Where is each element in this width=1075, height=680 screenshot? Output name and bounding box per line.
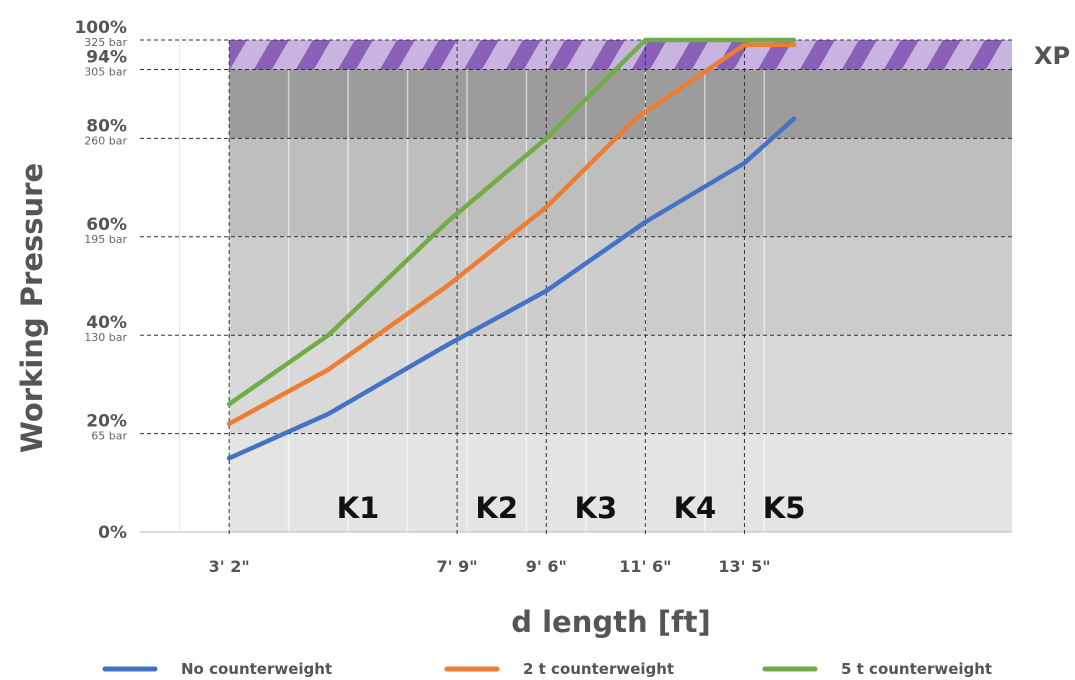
pressure-band bbox=[229, 433, 1012, 532]
legend-label-1: 2 t counterweight bbox=[523, 660, 674, 678]
x-tick-label: 7' 9" bbox=[437, 557, 478, 576]
y-tick-label: 0% bbox=[98, 523, 127, 543]
series-point bbox=[326, 333, 331, 338]
zone-label-k2: K2 bbox=[475, 491, 518, 525]
y-tick-label: 80% bbox=[86, 116, 127, 136]
legend-label-2: 5 t counterweight bbox=[841, 660, 992, 678]
series-point bbox=[742, 42, 747, 48]
series-point bbox=[444, 283, 450, 289]
x-tick-label: 13' 5" bbox=[718, 557, 770, 576]
y-tick-label: 94% bbox=[86, 48, 127, 68]
zone-label-k5: K5 bbox=[763, 491, 806, 525]
y-tick-bar-label: 325 bar bbox=[84, 36, 127, 49]
x-axis-title: d length [ft] bbox=[511, 605, 710, 639]
y-tick-label: 100% bbox=[74, 18, 127, 38]
y-tick-label: 60% bbox=[86, 215, 127, 235]
zone-label-k4: K4 bbox=[674, 491, 717, 525]
series-point bbox=[226, 421, 232, 426]
y-tick-bar-label: 195 bar bbox=[84, 233, 127, 246]
series-point bbox=[791, 42, 797, 48]
pressure-band bbox=[229, 69, 1012, 139]
series-point bbox=[643, 219, 648, 225]
xp-label: XP bbox=[1034, 42, 1070, 70]
series-point bbox=[444, 219, 450, 225]
series-point bbox=[643, 37, 648, 43]
series-point bbox=[326, 367, 331, 372]
series-point bbox=[742, 37, 747, 43]
x-tick-label: 3' 2" bbox=[209, 557, 250, 576]
x-tick-label: 9' 6" bbox=[526, 557, 567, 576]
y-tick-label: 40% bbox=[86, 313, 127, 333]
x-tick-label: 11' 6" bbox=[619, 557, 671, 576]
y-tick-bar-label: 130 bar bbox=[84, 331, 127, 344]
zone-label-k3: K3 bbox=[574, 491, 617, 525]
series-point bbox=[633, 116, 638, 121]
series-point bbox=[444, 342, 450, 348]
zone-label-k1: K1 bbox=[337, 491, 380, 525]
y-tick-bar-label: 305 bar bbox=[84, 66, 127, 79]
series-point bbox=[544, 288, 549, 294]
series-point bbox=[742, 160, 747, 166]
series-point bbox=[226, 401, 232, 407]
y-tick-bar-label: 260 bar bbox=[84, 134, 127, 147]
series-point bbox=[326, 411, 331, 417]
series-point bbox=[791, 116, 797, 121]
series-point bbox=[791, 37, 797, 43]
series-point bbox=[226, 456, 232, 461]
y-tick-label: 20% bbox=[86, 412, 127, 432]
series-point bbox=[544, 205, 549, 210]
y-tick-bar-label: 65 bar bbox=[91, 430, 127, 443]
y-axis-title: Working Pressure bbox=[15, 163, 49, 453]
legend-label-0: No counterweight bbox=[181, 660, 332, 678]
pressure-band bbox=[229, 236, 1012, 336]
pressure-band bbox=[229, 335, 1012, 434]
pressure-band bbox=[229, 138, 1012, 237]
series-point bbox=[544, 136, 549, 141]
